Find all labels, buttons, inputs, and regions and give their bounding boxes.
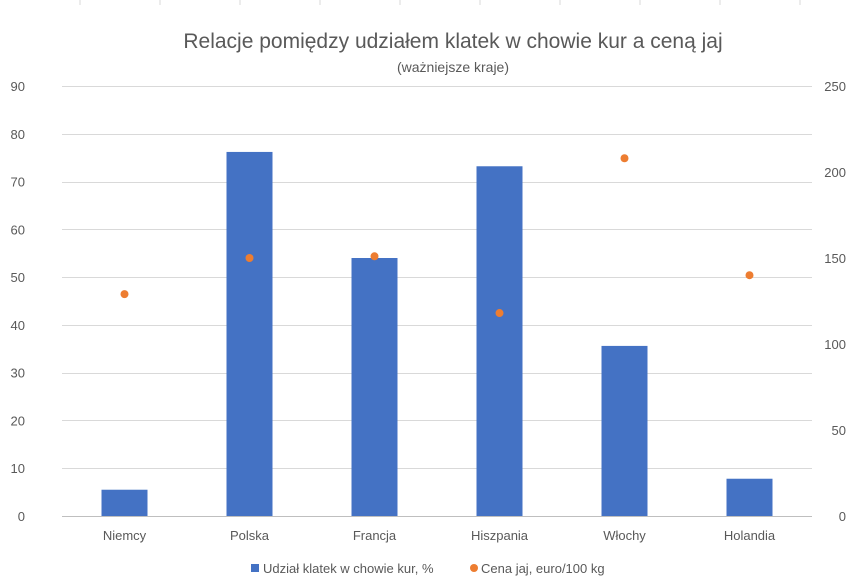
gridlines	[62, 86, 812, 517]
scatter-point	[120, 290, 129, 299]
category-labels: Niemcy Polska Francja Hiszpania Włochy Holand…	[103, 528, 776, 543]
left-axis-tick-label: 60	[11, 222, 25, 237]
left-axis-tick-label: 30	[11, 366, 25, 381]
left-axis-tick-label: 20	[11, 413, 25, 428]
legend-label-points: Cena jaj, euro/100 kg	[481, 561, 605, 576]
left-axis-tick-label: 40	[11, 318, 25, 333]
left-axis-tick-label: 90	[11, 79, 25, 94]
left-axis-tick-label: 70	[11, 175, 25, 190]
right-axis-tick-label: 0	[839, 509, 846, 524]
left-axis-tick-label: 10	[11, 461, 25, 476]
scatter-series	[120, 154, 754, 318]
scatter-point	[370, 252, 379, 261]
category-label: Włochy	[603, 528, 646, 543]
bar	[101, 489, 148, 516]
legend-label-bars: Udział klatek w chowie kur, %	[263, 561, 434, 576]
left-axis-tick-label: 80	[11, 127, 25, 142]
bar	[726, 478, 773, 516]
legend-swatch-points	[470, 564, 478, 572]
bar	[351, 258, 398, 516]
category-label: Francja	[353, 528, 397, 543]
bar	[226, 151, 273, 516]
right-axis-tick-label: 150	[824, 251, 846, 266]
right-axis-ticks: 0 50 100 150 200 250	[824, 79, 846, 524]
bar-series	[101, 151, 773, 516]
right-axis-tick-label: 250	[824, 79, 846, 94]
legend-swatch-bars	[251, 564, 259, 572]
left-axis-tick-label: 0	[18, 509, 25, 524]
right-axis-tick-label: 50	[832, 423, 846, 438]
bar	[476, 166, 523, 516]
top-border-stubs	[79, 0, 801, 5]
left-axis-ticks: 0 10 20 30 40 50 60 70 80 90	[11, 79, 25, 524]
legend: Udział klatek w chowie kur, % Cena jaj, …	[251, 561, 605, 576]
scatter-point	[495, 309, 504, 318]
scatter-point	[245, 254, 254, 262]
left-axis-tick-label: 50	[11, 270, 25, 285]
category-label: Niemcy	[103, 528, 147, 543]
chart-subtitle: (ważniejsze kraje)	[397, 59, 509, 75]
right-axis-tick-label: 200	[824, 165, 846, 180]
bar	[601, 345, 648, 516]
chart-title: Relacje pomiędzy udziałem klatek w chowi…	[183, 30, 722, 53]
category-label: Holandia	[724, 528, 776, 543]
scatter-point	[620, 154, 629, 163]
right-axis-tick-label: 100	[824, 337, 846, 352]
category-label: Polska	[230, 528, 270, 543]
scatter-point	[745, 271, 754, 280]
category-label: Hiszpania	[471, 528, 529, 543]
